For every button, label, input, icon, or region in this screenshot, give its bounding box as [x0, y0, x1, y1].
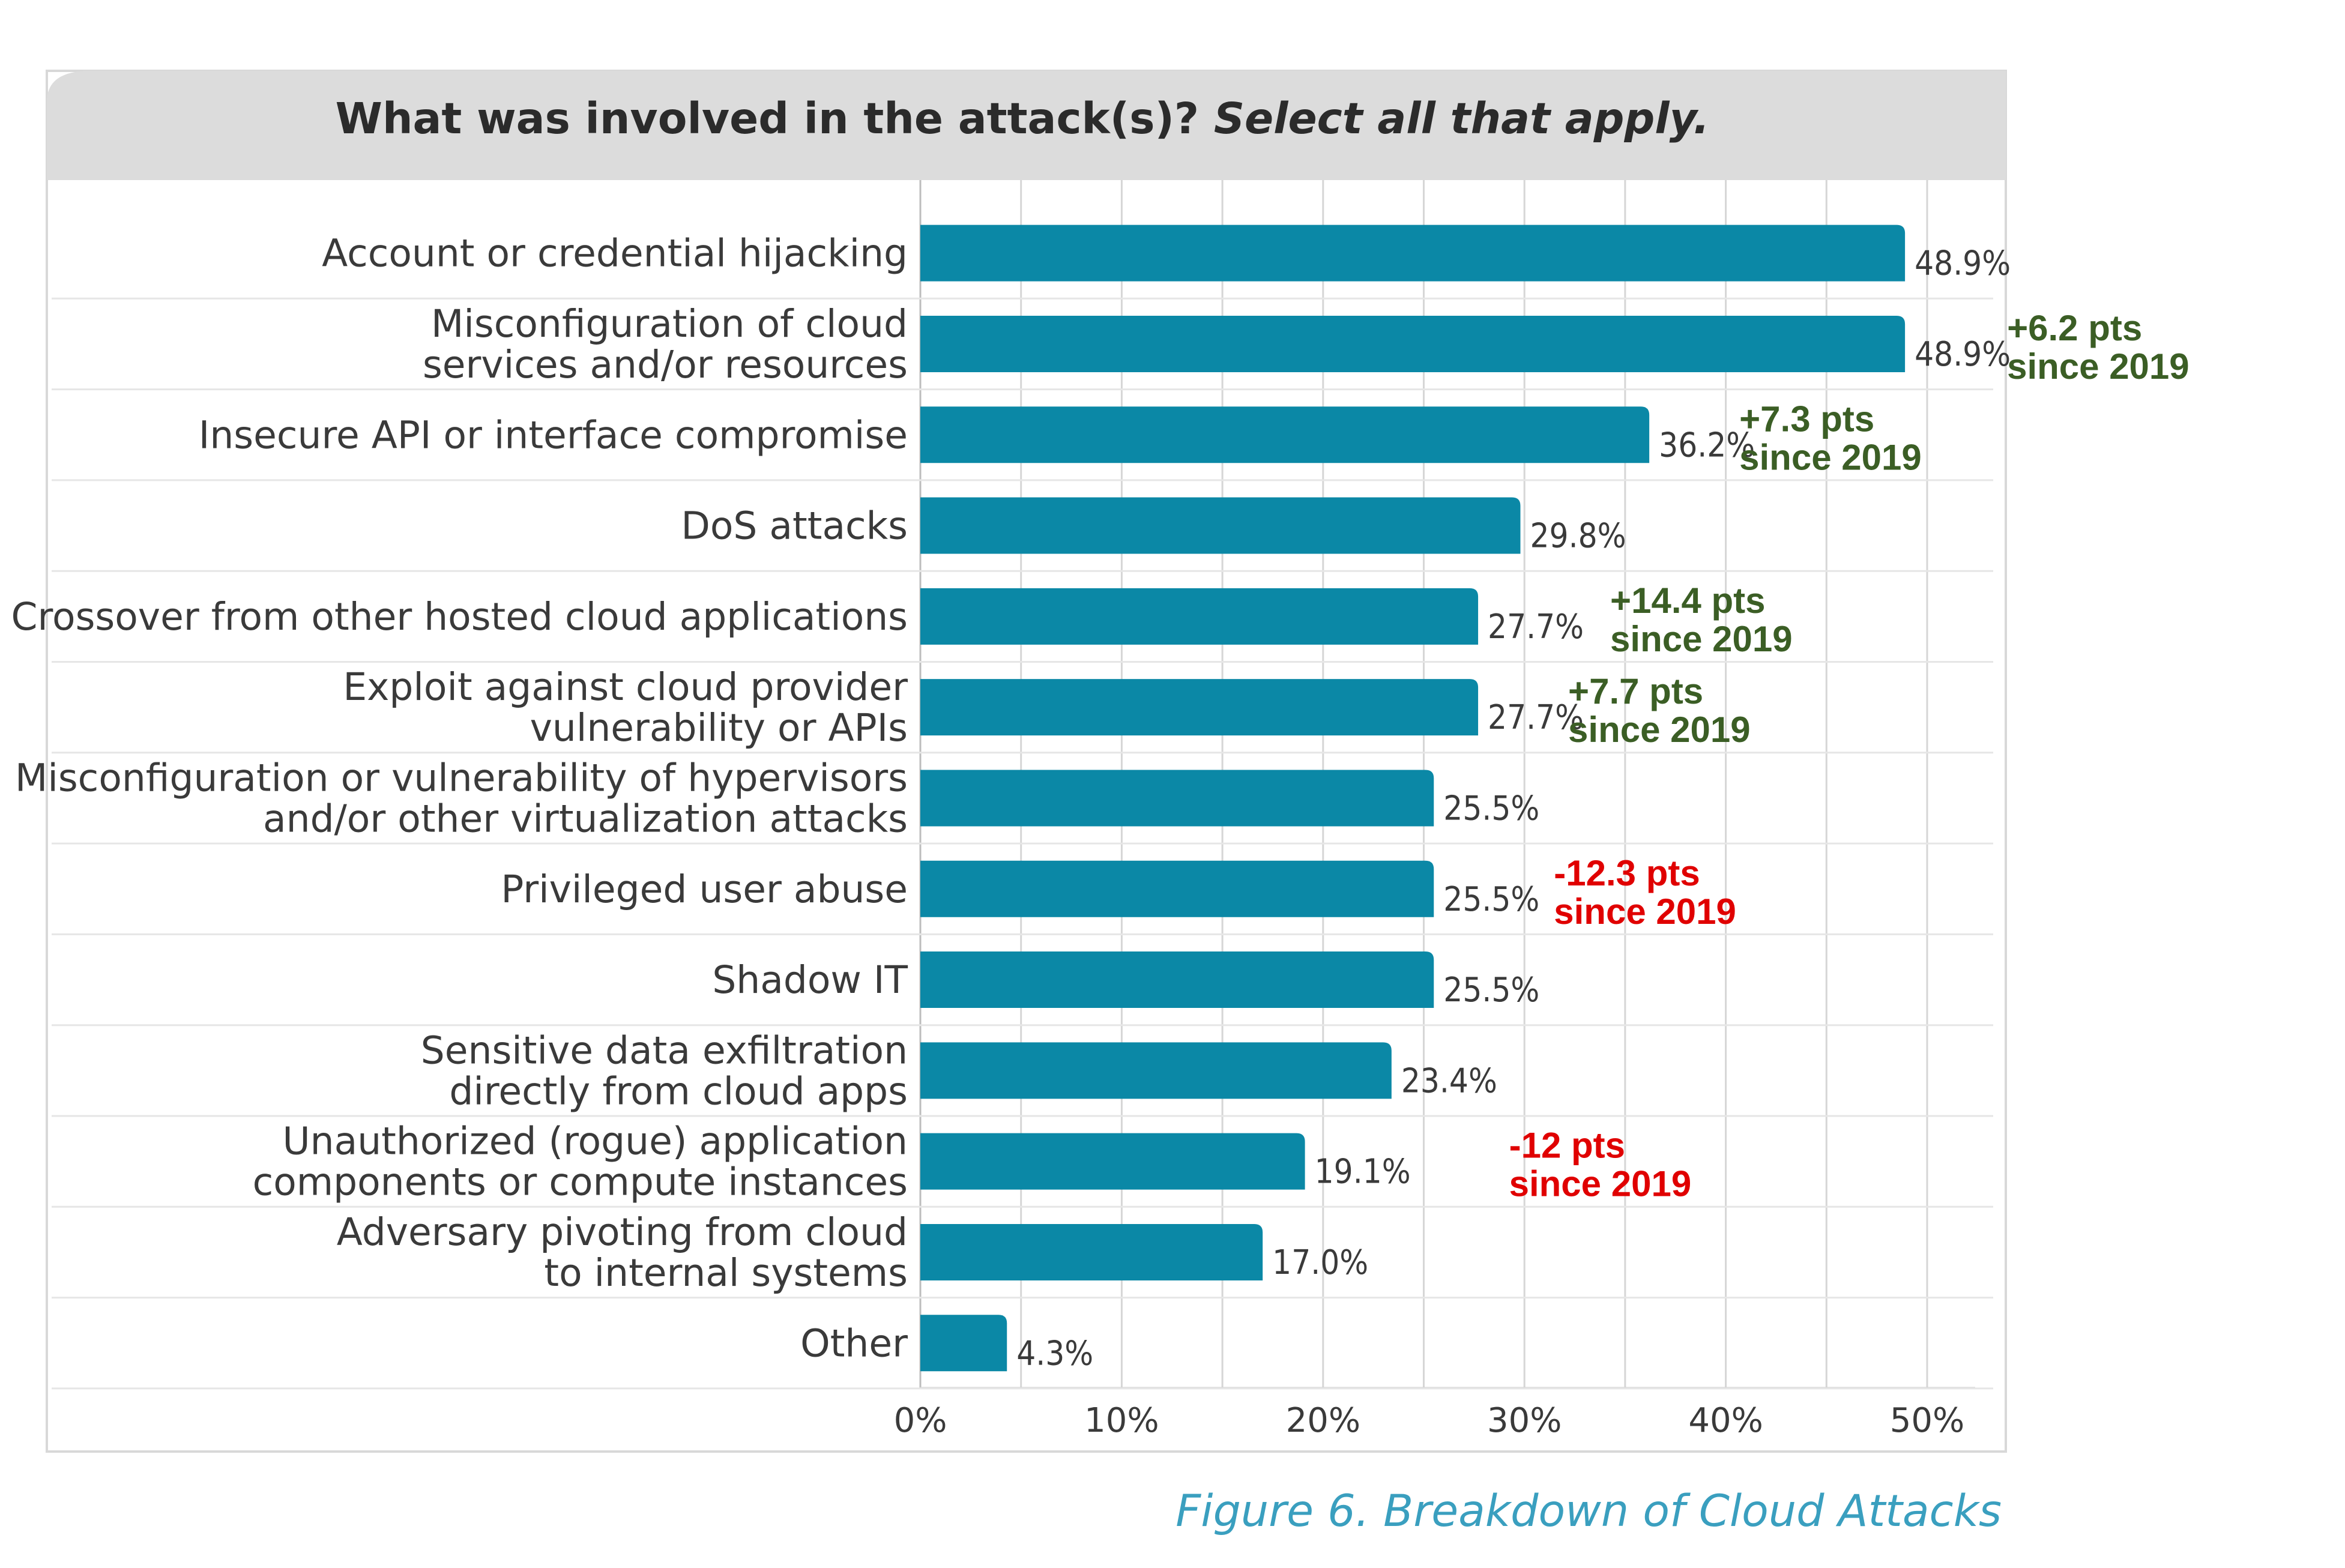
category-label: Misconfiguration of cloud — [431, 302, 908, 346]
bar — [920, 315, 1906, 372]
bar — [920, 679, 1479, 736]
row-separators — [52, 297, 1993, 1390]
x-tick-label: 50% — [1890, 1401, 1964, 1440]
value-label: 48.9% — [1915, 335, 2011, 374]
bar — [920, 951, 1434, 1009]
category-label: Shadow IT — [712, 958, 908, 1002]
value-label: 4.3% — [1016, 1334, 1093, 1373]
category-label: Privileged user abuse — [501, 867, 908, 911]
bars — [920, 225, 1906, 1372]
bar — [920, 588, 1479, 645]
category-label: Insecure API or interface compromise — [199, 413, 908, 457]
change-annotation: +14.4 pts — [1610, 580, 1766, 621]
bar — [920, 860, 1434, 917]
change-annotation: since 2019 — [1509, 1164, 1692, 1204]
value-label: 23.4% — [1401, 1061, 1497, 1100]
change-annotation: +6.2 pts — [2007, 308, 2142, 348]
value-label: 36.2% — [1659, 426, 1755, 465]
category-label: Other — [800, 1321, 908, 1365]
bar — [920, 225, 1906, 282]
figure-caption: Figure 6. Breakdown of Cloud Attacks — [1176, 1486, 2002, 1537]
bar — [920, 1315, 1007, 1372]
bar — [920, 406, 1650, 463]
x-tick-label: 30% — [1487, 1401, 1562, 1440]
category-label: Account or credential hijacking — [322, 232, 908, 276]
title-band — [47, 71, 2006, 180]
value-label: 25.5% — [1443, 880, 1539, 919]
bar — [920, 497, 1521, 554]
value-label: 19.1% — [1315, 1153, 1411, 1192]
category-label: Adversary pivoting from cloud — [337, 1210, 908, 1254]
value-label: 29.8% — [1530, 517, 1626, 556]
category-labels: Account or credential hijacking Misconfig… — [11, 232, 908, 1366]
chart-title: What was involved in the attack(s)? Sele… — [336, 94, 1710, 143]
x-tick-label: 20% — [1286, 1401, 1360, 1440]
change-annotation: since 2019 — [1568, 710, 1751, 750]
change-annotation: +7.7 pts — [1568, 671, 1703, 711]
value-label: 25.5% — [1443, 971, 1539, 1010]
category-label: directly from cloud apps — [449, 1069, 908, 1113]
category-label: Misconfiguration or vulnerability of hyp… — [15, 756, 908, 800]
chart-title-main: What was involved in the attack(s)? — [336, 94, 1199, 143]
category-label: and/or other virtualization attacks — [263, 797, 908, 840]
change-annotation: since 2019 — [2007, 346, 2190, 387]
category-label: DoS attacks — [681, 504, 908, 548]
value-label: 27.7% — [1488, 608, 1584, 647]
x-tick-label: 0% — [894, 1401, 947, 1440]
x-tick-label: 40% — [1688, 1401, 1763, 1440]
category-label: services and/or resources — [423, 343, 908, 387]
x-axis-ticks: 0% 10% 20% 30% 40% 50% — [894, 1401, 1965, 1440]
value-label: 17.0% — [1272, 1243, 1368, 1282]
value-label: 27.7% — [1488, 698, 1584, 737]
x-tick-label: 10% — [1084, 1401, 1159, 1440]
category-label: components or compute instances — [253, 1160, 908, 1204]
change-annotation: -12.3 pts — [1554, 853, 1700, 893]
value-label: 48.9% — [1915, 244, 2011, 283]
bar — [920, 1042, 1392, 1099]
change-annotation: -12 pts — [1509, 1126, 1625, 1166]
category-label: vulnerability or APIs — [530, 706, 908, 750]
bar — [920, 770, 1434, 827]
chart-panel — [46, 70, 2007, 1453]
bar — [920, 1223, 1263, 1280]
category-label: Sensitive data exfiltration — [421, 1028, 908, 1072]
chart-subtitle: Select all that apply. — [1214, 94, 1710, 143]
value-labels: 48.9% 48.9% 36.2% 29.8% 27.7% 27.7% 25.5% 25.5%… — [1016, 244, 2011, 1374]
change-annotation: +7.3 pts — [1739, 399, 1874, 439]
change-annotation: since 2019 — [1610, 619, 1793, 659]
category-label: Crossover from other hosted cloud applic… — [11, 595, 908, 639]
change-annotation: since 2019 — [1554, 891, 1736, 932]
category-label: Unauthorized (rogue) application — [283, 1120, 908, 1163]
change-annotation: since 2019 — [1739, 437, 1922, 477]
value-label: 25.5% — [1443, 789, 1539, 828]
category-label: Exploit against cloud provider — [343, 665, 908, 709]
category-label: to internal systems — [544, 1251, 908, 1295]
bar — [920, 1133, 1305, 1190]
